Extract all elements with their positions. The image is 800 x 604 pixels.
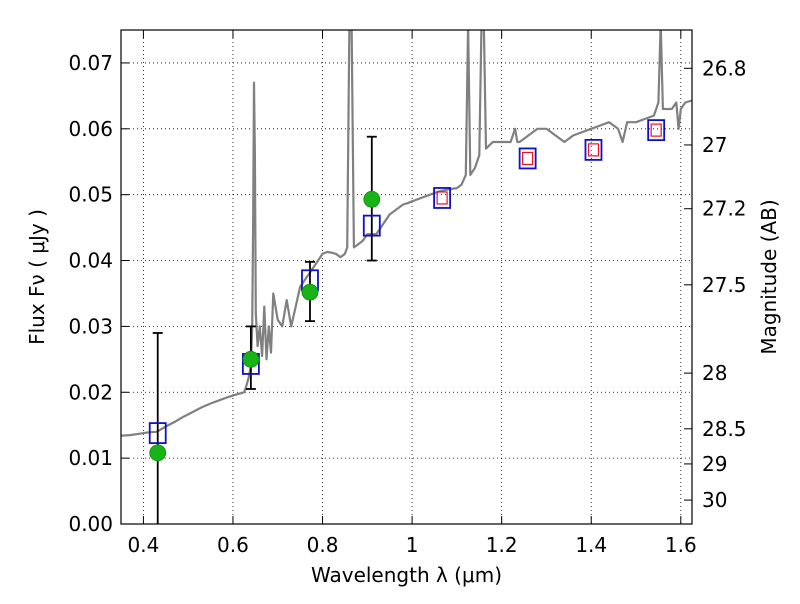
y-tick-label: 0.01 <box>68 446 113 470</box>
model-photometry-box <box>148 422 167 445</box>
right-tick-label: 27.5 <box>702 273 747 297</box>
model-photometry-box <box>518 147 537 170</box>
grid-lines <box>121 30 692 525</box>
y-tick-label: 0.02 <box>68 380 113 404</box>
y-tick-label: 0.00 <box>68 512 113 536</box>
model-photometry-box <box>433 187 452 209</box>
x-tick-label: 1.6 <box>665 533 697 557</box>
y-tick-label: 0.03 <box>68 314 113 338</box>
model-photometry-inner-box <box>650 123 662 137</box>
axes: 0.4 0.6 0.8 1 1.2 1.4 1.6 0.00 0.01 0.02 0.03 0.04 0… <box>68 29 747 557</box>
model-photometry-box <box>584 138 603 161</box>
right-tick-label: 30 <box>702 488 727 512</box>
x-tick-label: 1.2 <box>486 533 518 557</box>
right-tick-label: 28 <box>702 361 727 385</box>
x-tick-label: 1.4 <box>575 533 607 557</box>
right-tick-label: 28.5 <box>702 417 747 441</box>
observed-flux-point <box>242 350 260 368</box>
model-photometry-inner-box <box>522 151 534 166</box>
right-tick-label: 26.8 <box>702 56 747 80</box>
model-photometry-inner-box <box>587 143 600 157</box>
y-tick-label: 0.04 <box>68 249 113 273</box>
right-tick-label: 29 <box>702 452 727 476</box>
observed-flux-point <box>363 190 381 208</box>
model-photometry-box <box>362 214 381 237</box>
model-photometry-inner-box <box>436 191 448 205</box>
y-tick-label: 0.06 <box>68 117 113 141</box>
y-tick-label: 0.07 <box>68 51 113 75</box>
x-tick-label: 0.8 <box>307 533 339 557</box>
right-axis-label: Magnitude (AB) <box>757 199 781 354</box>
x-axis-label: Wavelength λ (μm) <box>311 563 502 587</box>
model-spectrum-line <box>121 30 692 437</box>
model-photometry-box <box>647 119 666 142</box>
observed-flux-point <box>149 444 167 462</box>
observed-flux-point <box>301 283 319 301</box>
plot-area <box>121 30 692 524</box>
x-tick-label: 0.6 <box>217 533 249 557</box>
x-tick-label: 1 <box>406 533 419 557</box>
y-axis-label: Flux Fν ( μJy ) <box>25 209 49 345</box>
right-tick-label: 27 <box>702 133 727 157</box>
y-tick-label: 0.05 <box>68 183 113 207</box>
right-tick-label: 27.2 <box>702 197 747 221</box>
x-tick-label: 0.4 <box>127 533 159 557</box>
plot-frame <box>120 29 693 525</box>
